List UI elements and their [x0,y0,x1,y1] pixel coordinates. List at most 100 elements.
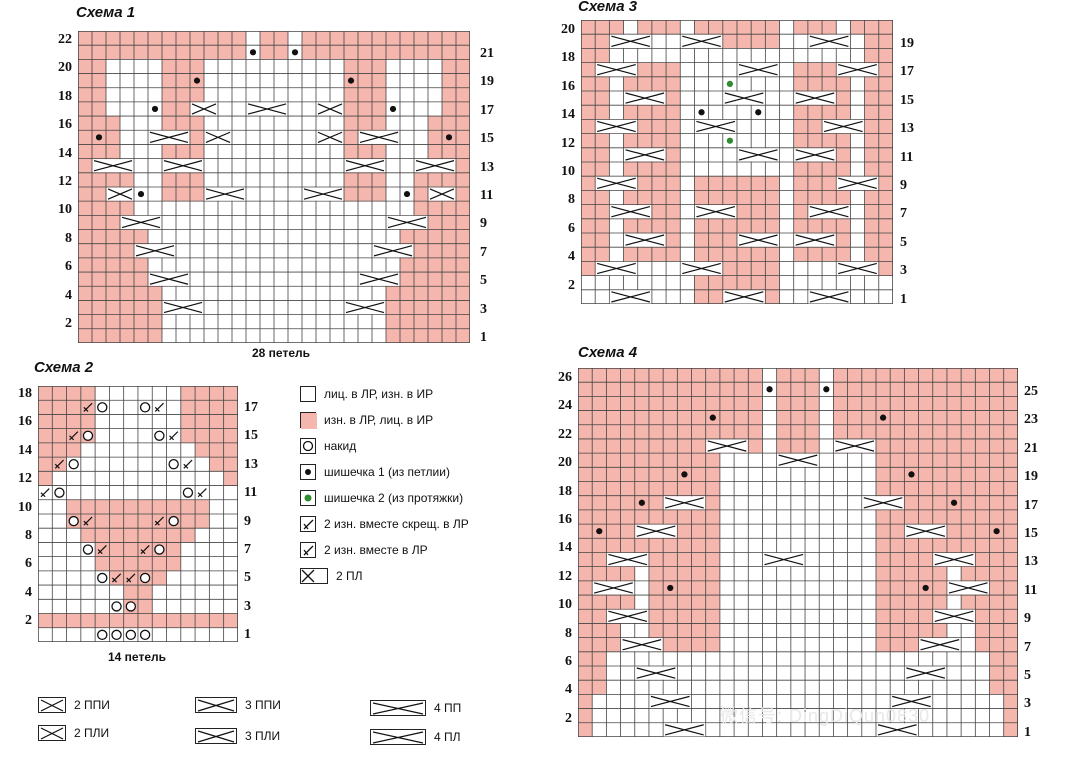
scheme-1-grid [78,31,470,343]
row-number: 6 [25,556,32,572]
knit-square-icon [300,386,316,402]
row-number: 18 [561,50,575,66]
legend-item: шишечка 1 (из петлии) [300,462,450,482]
cable-legend-label: 2 ППИ [74,698,110,712]
cable-legend-label: 3 ППИ [245,698,281,712]
row-number: 17 [900,64,914,80]
row-number: 8 [565,625,572,641]
row-number: 14 [561,107,575,123]
row-number: 14 [58,145,72,161]
row-number: 5 [480,273,487,289]
row-number: 13 [1024,554,1038,570]
row-number: 23 [1024,412,1038,428]
row-number: 18 [558,483,572,499]
row-number: 9 [480,216,487,232]
row-number: 13 [900,121,914,137]
legend-item: 2 изн. вместе в ЛР [300,540,428,560]
row-number: 12 [561,135,575,151]
row-number: 1 [900,291,907,307]
cable-2-right-purl-icon [38,697,66,713]
cable-4-left-icon [370,729,426,745]
legend-label: накид [324,439,357,453]
row-number: 3 [244,598,251,614]
cable-legend-item: 4 ПП [370,698,461,718]
legend-label: 2 изн. вместе в ЛР [324,543,428,557]
legend-item: 2 изн. вместе скрещ. в ЛР [300,514,469,534]
scheme-2-grid [38,386,238,642]
legend-item: лиц. в ЛР, изн. в ИР [300,384,433,404]
row-number: 17 [480,102,494,118]
row-number: 2 [565,710,572,726]
bobble-2-icon [300,490,316,506]
row-number: 18 [18,386,32,401]
row-number: 6 [568,220,575,236]
row-number: 11 [244,485,258,501]
scheme-1-caption: 28 петель [252,346,310,360]
row-number: 7 [900,206,907,222]
row-number: 12 [18,471,32,487]
row-number: 14 [18,442,32,458]
yarn-over-icon [300,438,316,454]
row-number: 2 [65,316,72,331]
row-number: 1 [1024,724,1031,740]
bobble-1-icon [300,464,316,480]
legend-label: изн. в ЛР, лиц. в ИР [324,413,434,427]
row-number: 2 [25,613,32,629]
purl-pink-square-icon [300,412,317,429]
row-number: 17 [244,400,258,415]
legend-label: шишечка 1 (из петлии) [324,465,450,479]
row-number: 21 [480,46,494,61]
row-number: 11 [480,188,494,203]
row-number: 9 [1024,611,1031,627]
row-number: 16 [558,512,572,527]
cable-legend-label: 4 ПП [434,701,462,715]
row-number: 8 [25,528,32,543]
row-number: 17 [1024,497,1038,513]
row-number: 11 [1024,582,1038,598]
row-number: 15 [244,428,258,444]
watermark-text: 微信号: DingDiQun0830 [720,706,931,726]
row-number: 20 [561,22,575,37]
cable-4-right-icon [370,700,426,716]
row-number: 9 [900,178,907,193]
row-number: 22 [558,426,572,442]
row-number: 19 [480,74,494,90]
row-number: 10 [558,597,572,613]
row-number: 6 [565,654,572,669]
cable-2-left-purl-icon [38,725,66,741]
row-number: 19 [900,36,914,51]
legend-label: шишечка 2 (из протяжки) [324,491,464,505]
scheme-4-grid [578,368,1018,737]
row-number: 16 [561,78,575,94]
legend-item: 2 ПЛ [300,566,363,586]
row-number: 5 [900,234,907,250]
legend-item: шишечка 2 (из протяжки) [300,488,463,508]
p2tog-tbl-icon [300,516,316,532]
row-number: 20 [558,455,572,471]
row-number: 25 [1024,384,1038,399]
cable-legend-label: 2 ПЛИ [74,726,110,740]
row-number: 15 [900,92,914,108]
row-number: 5 [244,570,251,586]
row-number: 12 [58,174,72,189]
row-number: 4 [65,287,72,303]
scheme-2-caption: 14 петель [108,650,166,664]
row-number: 16 [58,117,72,133]
cable-legend-item: 4 ПЛ [370,727,461,747]
row-number: 14 [558,540,572,556]
legend-label: 2 изн. вместе скрещ. в ЛР [324,517,469,531]
scheme-4-title: Схема 4 [578,344,638,361]
cable-legend-label: 4 ПЛ [434,730,461,744]
row-number: 3 [480,301,487,317]
row-number: 11 [900,149,914,165]
row-number: 7 [244,542,251,557]
row-number: 22 [58,32,72,47]
row-number: 4 [568,249,575,265]
cable-legend-item: 2 ПЛИ [38,723,109,743]
legend-label: 2 ПЛ [336,569,363,583]
row-number: 1 [244,627,251,643]
row-number: 4 [565,682,572,698]
row-number: 7 [1024,639,1031,655]
cable-legend-item: 3 ПЛИ [195,726,280,746]
row-number: 19 [1024,469,1038,485]
